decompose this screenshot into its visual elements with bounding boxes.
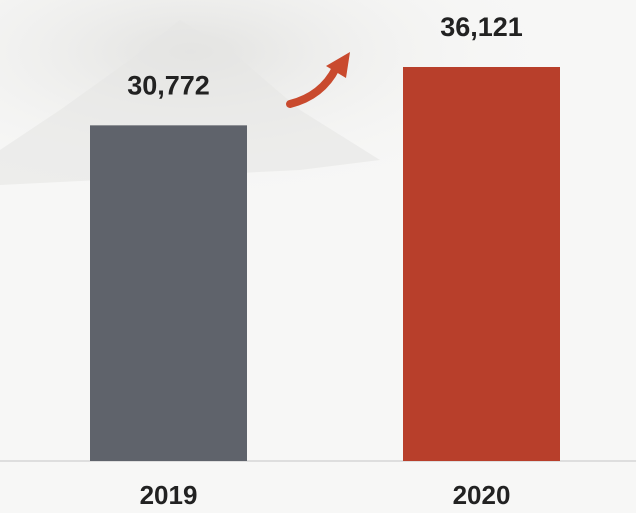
category-label: 2019 bbox=[140, 480, 198, 510]
growth-arrow bbox=[286, 64, 340, 108]
value-label: 36,121 bbox=[440, 12, 523, 42]
value-label: 30,772 bbox=[127, 70, 210, 100]
growth-arrow-head bbox=[326, 52, 350, 78]
bar bbox=[90, 125, 247, 461]
bar bbox=[403, 67, 560, 461]
category-label: 2020 bbox=[453, 480, 511, 510]
